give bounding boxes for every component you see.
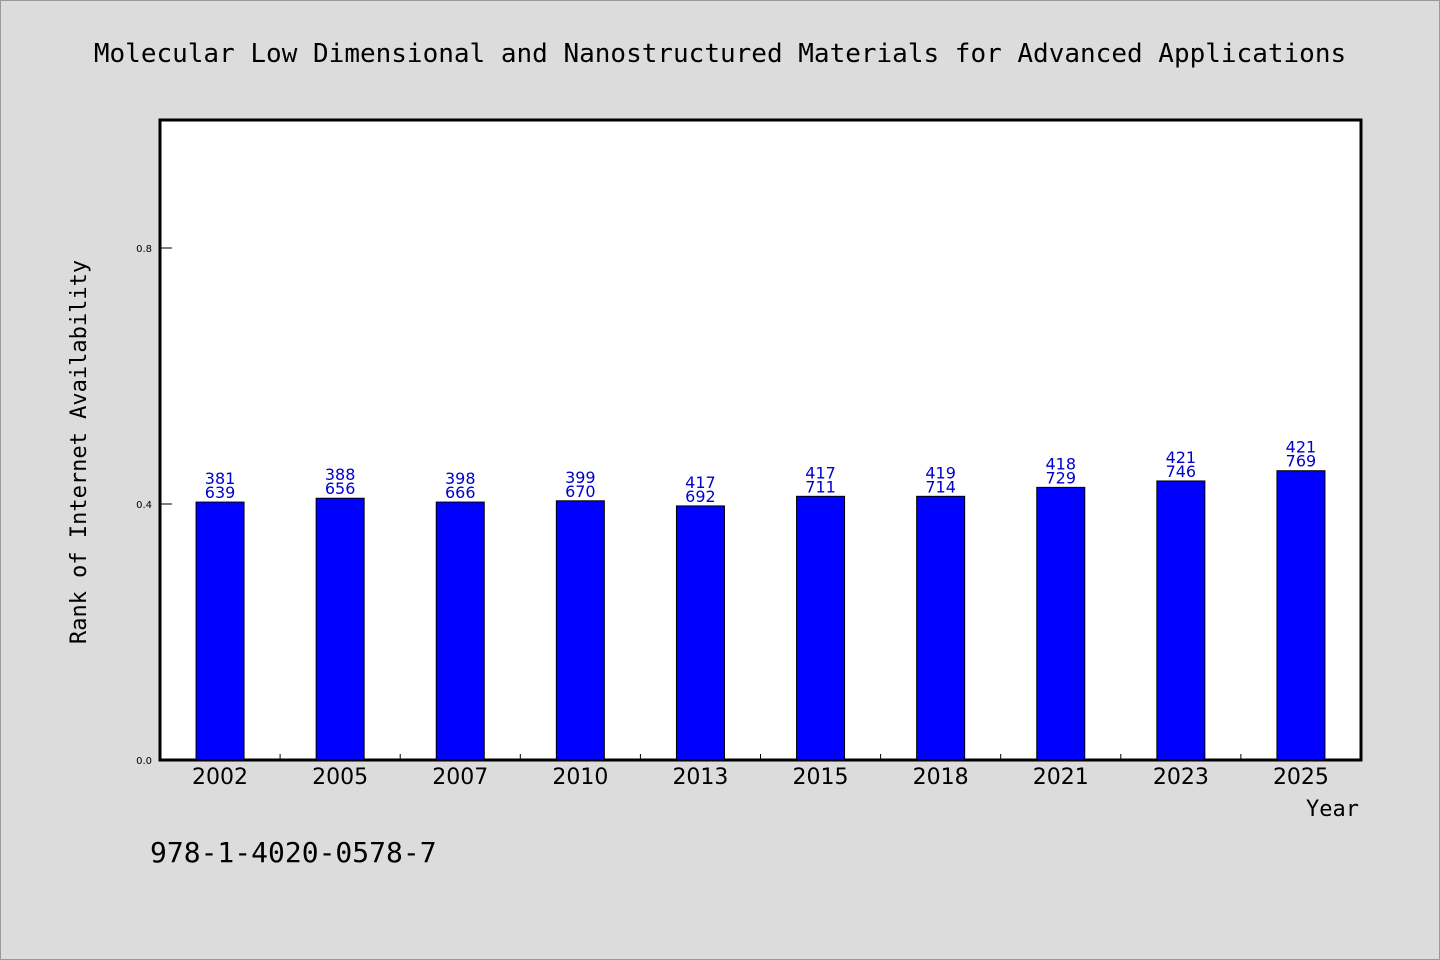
x-tick-label: 2005 [312,765,368,790]
x-tick-label: 2015 [793,765,849,790]
bar-label-bottom: 729 [1045,468,1076,487]
bar-label-top: 417 [685,473,716,492]
bar-label-top: 381 [205,469,236,488]
bars-group [195,470,1326,761]
bar [1036,486,1086,761]
bar-label-bottom: 670 [565,482,596,501]
bar-label-bottom: 656 [325,479,356,498]
chart-title: Molecular Low Dimensional and Nanostruct… [94,39,1346,69]
bar [315,497,365,761]
bar-label-bottom: 746 [1166,462,1197,481]
bar [1156,480,1206,761]
x-tick-label: 2021 [1033,765,1089,790]
x-axis-ticks: 2002 2005 2007 2010 2013 2015 2018 2021 2023 2025 [192,754,1329,790]
y-tick-label: 0.8 [136,244,152,255]
bar [435,501,485,761]
footer-isbn: 978-1-4020-0578-7 [150,836,437,869]
bar-label-bottom: 666 [445,483,476,502]
x-tick-label: 2007 [432,765,488,790]
x-tick-label: 2023 [1153,765,1209,790]
bar-label-top: 417 [805,463,836,482]
bar-label-bottom: 692 [685,487,716,506]
x-axis-label: Year [1306,797,1359,822]
bar [675,505,725,761]
bar-label-top: 419 [925,463,956,482]
x-tick-label: 2025 [1273,765,1329,790]
y-tick-label: 0.0 [136,756,152,767]
bar-label-top: 398 [445,469,476,488]
bar [555,500,605,761]
x-tick-label: 2010 [552,765,608,790]
bar-label-top: 421 [1286,438,1317,457]
y-axis-label: Rank of Internet Availability [67,260,92,644]
bar-label-bottom: 711 [805,477,836,496]
x-tick-label: 2018 [913,765,969,790]
bar-label-top: 388 [325,465,356,484]
bar-label-top: 421 [1166,448,1197,467]
y-tick-label: 0.4 [136,500,152,511]
bar-label-bottom: 714 [925,477,956,496]
bar-label-bottom: 639 [205,483,236,502]
bar [195,501,245,761]
x-tick-label: 2002 [192,765,248,790]
bar [1276,470,1326,761]
bar-label-bottom: 769 [1286,452,1317,471]
bar [796,495,846,761]
bar-label-top: 418 [1045,454,1076,473]
bar-label-top: 399 [565,468,596,487]
x-tick-label: 2013 [672,765,728,790]
y-axis-ticks: 0.0 0.4 0.8 [136,244,172,767]
bar [916,495,966,761]
